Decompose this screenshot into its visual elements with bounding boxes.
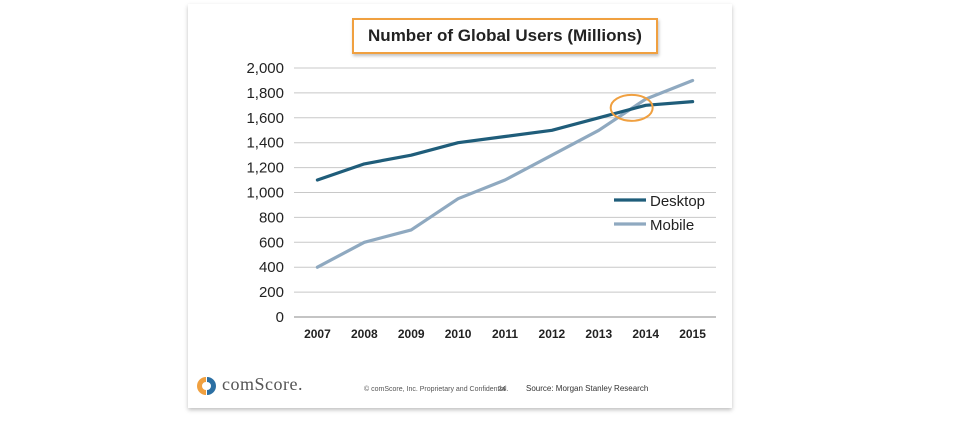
y-tick-label: 1,400 — [246, 135, 284, 152]
x-tick-label: 2012 — [539, 327, 566, 341]
y-tick-label: 200 — [259, 284, 284, 301]
x-tick-label: 2007 — [304, 327, 331, 341]
x-tick-label: 2009 — [398, 327, 425, 341]
legend-label-mobile: Mobile — [650, 217, 694, 234]
y-tick-label: 400 — [259, 259, 284, 276]
comscore-logo-text: comScore. — [222, 374, 303, 394]
y-tick-label: 1,000 — [246, 185, 284, 202]
y-tick-label: 800 — [259, 209, 284, 226]
series-line-desktop — [315, 99, 695, 182]
chart: 0 200 400 600 800 1,000 1,200 1,400 1,600 1,800 2,… — [246, 60, 716, 341]
y-tick-label: 1,600 — [246, 110, 284, 127]
x-tick-label: 2010 — [445, 327, 472, 341]
slide: 0 200 400 600 800 1,000 1,200 1,400 1,600 1,800 2,… — [188, 4, 732, 408]
footer: comScore. © comScore, Inc. Proprietary a… — [188, 372, 732, 402]
x-tick-label: 2013 — [585, 327, 612, 341]
comscore-logo-icon — [197, 377, 216, 395]
y-tick-label: 1,800 — [246, 85, 284, 102]
y-tick-label: 600 — [259, 234, 284, 251]
crossover-highlight — [609, 93, 654, 122]
x-tick-label: 2014 — [632, 327, 659, 341]
copyright-text: © comScore, Inc. Proprietary and Confide… — [364, 386, 509, 393]
y-tick-label: 1,200 — [246, 160, 284, 177]
y-tick-label: 0 — [276, 309, 284, 326]
chart-title: Number of Global Users (Millions) — [352, 18, 658, 54]
y-tick-label: 2,000 — [246, 60, 284, 77]
x-tick-label: 2008 — [351, 327, 378, 341]
legend-label-desktop: Desktop — [650, 193, 705, 210]
page-number: 24 — [498, 386, 506, 393]
x-tick-label: 2015 — [679, 327, 706, 341]
x-tick-label: 2011 — [492, 327, 518, 341]
source-text: Source: Morgan Stanley Research — [526, 384, 649, 393]
